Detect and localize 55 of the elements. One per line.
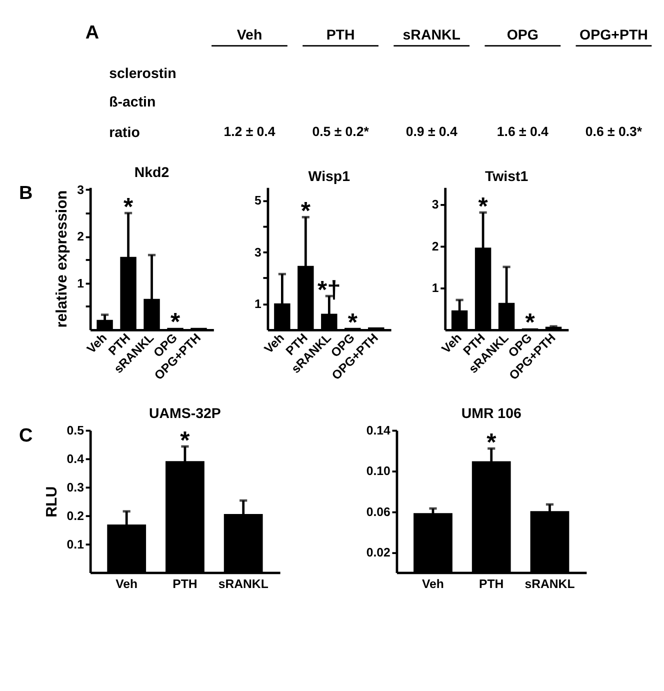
chart-title: UAMS-32P — [149, 406, 221, 422]
y-tick-label: 3 — [254, 245, 262, 260]
text: A — [85, 22, 100, 44]
annotation: * — [300, 198, 311, 226]
x-tick-label: Veh — [262, 330, 287, 356]
y-tick-label: 2 — [432, 239, 439, 254]
y-tick-label: 0.5 — [66, 424, 84, 438]
y-tick-label: 0.1 — [66, 537, 84, 552]
annotation: * — [478, 193, 488, 220]
chart-title: Nkd2 — [134, 164, 170, 181]
category-label: sclerostin — [109, 66, 176, 82]
x-tick-label: sRANKL — [524, 577, 576, 592]
category-label: Veh — [236, 27, 262, 44]
y-tick-label: 1 — [254, 297, 262, 312]
y-tick-label: 3 — [432, 197, 439, 212]
text: 0.6 ± 0.3* — [585, 124, 643, 140]
y-tick-label: 3 — [77, 183, 84, 198]
y-tick-label: 1 — [77, 276, 84, 290]
category-label: sRANKL — [402, 27, 461, 44]
x-tick-label: PTH — [479, 577, 504, 592]
annotation: * — [486, 429, 497, 456]
y-axis-title: relative expression — [54, 190, 71, 328]
text: 0.5 ± 0.2* — [312, 124, 370, 140]
y-tick-label: 5 — [254, 194, 262, 208]
y-tick-label: 0.10 — [366, 464, 390, 478]
text: B — [18, 182, 33, 204]
y-tick-label: 0.02 — [366, 545, 390, 560]
category-label: PTH — [326, 27, 355, 44]
chart-title: Wisp1 — [308, 168, 350, 185]
y-axis-title: RLU — [43, 486, 60, 518]
chart-title: Twist1 — [484, 168, 528, 185]
category-label: ß-actin — [109, 94, 156, 110]
text: 0.9 ± 0.4 — [406, 124, 458, 140]
category-label: ratio — [109, 125, 140, 142]
text: 1.6 ± 0.4 — [496, 124, 550, 140]
y-tick-label: 2 — [77, 230, 84, 244]
chart-title: UMR 106 — [461, 406, 522, 422]
x-tick-label: PTH — [172, 577, 198, 592]
y-tick-label: 1 — [432, 281, 439, 296]
x-tick-label: Veh — [438, 330, 464, 356]
y-tick-label: 0.2 — [66, 508, 84, 523]
category-label: OPG — [506, 27, 538, 44]
annotation: * — [180, 427, 190, 454]
x-tick-label: Veh — [422, 577, 444, 592]
y-tick-label: 0.4 — [66, 452, 84, 466]
text: C — [18, 426, 33, 447]
y-tick-label: 0.14 — [366, 424, 390, 438]
annotation: * — [123, 194, 134, 221]
text: 1.2 ± 0.4 — [224, 124, 276, 140]
y-tick-label: 0.06 — [366, 504, 390, 519]
y-tick-label: 0.3 — [66, 480, 84, 494]
annotation: *† — [318, 276, 341, 304]
x-tick-label: Veh — [116, 577, 138, 592]
x-tick-label: sRANKL — [218, 577, 269, 592]
category-label: OPG+PTH — [580, 27, 648, 44]
